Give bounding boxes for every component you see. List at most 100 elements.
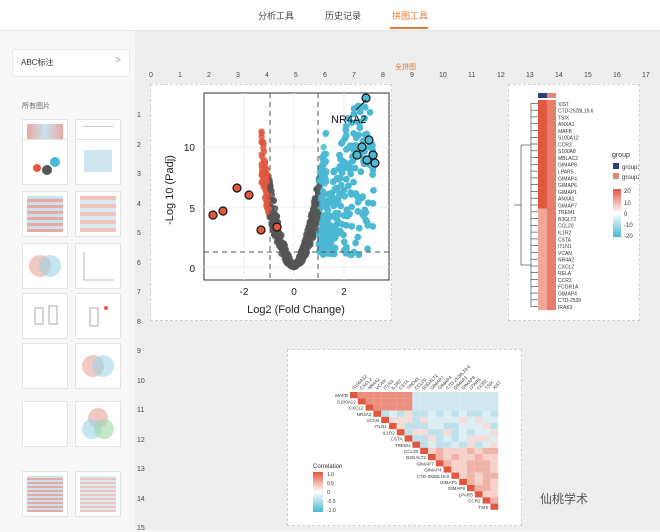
volcano-point (317, 167, 324, 174)
corr-cell (443, 404, 452, 411)
thumbnail-volcano[interactable] (22, 139, 68, 185)
corr-cell (490, 503, 499, 510)
corr-row-label: CCR2 (468, 499, 481, 504)
tab-analysis-tools[interactable]: 分析工具 (258, 11, 295, 21)
thumbnail-heatmap-4[interactable] (22, 471, 68, 517)
volcano-point (313, 200, 320, 207)
corr-cell (404, 429, 413, 436)
legend-group2-swatch (613, 173, 619, 179)
correlation-panel[interactable]: S100A12 CXCL2 NR4A2 VCAN ITLN1 IL1R2 CSTA TREM1… (287, 349, 522, 526)
heatmap: XISTCTD-2528L19.6TSIXANXA1MAFBS100A12CCR… (514, 93, 641, 311)
heatmap-cell (538, 303, 547, 311)
volcano-point-up (343, 146, 350, 153)
thumbnail-heatmap-5[interactable] (75, 471, 121, 517)
legend-group1-swatch (613, 163, 619, 169)
corr-cell (428, 454, 436, 461)
heatmap-cell (547, 249, 556, 256)
corr-cell (474, 435, 483, 442)
volcano-point-up (329, 194, 336, 201)
corr-cell (474, 447, 483, 454)
heatmap-cell (538, 100, 547, 107)
volcano-point-up (355, 251, 363, 259)
heatmap-cell (538, 242, 547, 250)
corr-cell (381, 392, 389, 399)
corr-cell (428, 423, 436, 430)
corr-cell (365, 392, 374, 399)
ruler-top-tick: 16 (613, 72, 621, 79)
corr-cell (396, 423, 405, 430)
thumbnail-small[interactable] (22, 401, 68, 447)
ruler-top-tick: 0 (149, 72, 153, 79)
corr-cell (357, 392, 366, 399)
corr-cell (451, 435, 460, 442)
corr-cell (490, 447, 499, 454)
heatmap-gene-label: MAFB (558, 129, 573, 135)
volcano-point-up (354, 233, 362, 241)
thumbnail-heatmap-2[interactable] (22, 191, 68, 237)
corr-cell (412, 410, 421, 417)
corr-cell (420, 404, 428, 411)
corr-cell (420, 423, 428, 430)
y-tick-0: 0 (189, 264, 195, 275)
thumbnail-boxplot-1[interactable] (22, 293, 68, 339)
volcano-point-up (315, 240, 323, 248)
heatmap-cell (538, 140, 547, 148)
thumbnail-blank[interactable] (22, 343, 68, 389)
volcano-point-up (354, 102, 362, 110)
heatmap-cell (547, 174, 556, 182)
corr-cell (474, 485, 483, 492)
abc-label-dropdown[interactable]: ABC标注 > (12, 49, 130, 77)
ruler-left-tick: 7 (137, 289, 141, 296)
corr-cell (396, 410, 405, 417)
heatmap-cell (538, 174, 547, 182)
heatmap-cell (547, 289, 556, 297)
corr-cell (404, 416, 413, 423)
thumbnail-heatmap-3[interactable] (75, 191, 121, 237)
corr-row-label: VCAN (366, 418, 379, 423)
thumbnail-venn-3[interactable] (75, 401, 121, 447)
corr-cell (490, 454, 499, 461)
corr-cell (482, 416, 491, 423)
corr-row-label: IL1R2 (383, 430, 396, 435)
corr-cell (482, 423, 491, 430)
active-tab-underline (390, 27, 428, 29)
corr-cell (412, 404, 421, 411)
corr-cell (467, 410, 475, 417)
corr-cell (396, 398, 405, 405)
corr-cell (420, 435, 428, 442)
corr-cell (459, 392, 467, 399)
heatmap-panel[interactable]: XIST CTD-2528L19.6 TSIX ANXA1 MAFB S100A12 CCR… (508, 84, 641, 321)
corr-cell (396, 404, 405, 411)
corr-cell (451, 410, 460, 417)
heatmap-gene-label: CCL20 (558, 224, 574, 230)
heatmap-cell (547, 133, 556, 141)
corr-cell (420, 429, 428, 436)
corr-cell (373, 410, 382, 417)
corr-cell (482, 466, 491, 473)
tab-figure-assembly[interactable]: 拼图工具 (392, 11, 429, 21)
corr-cell (467, 392, 475, 399)
thumbnail-dotplot[interactable] (75, 243, 121, 289)
ruler-top-tick: 5 (294, 72, 298, 79)
heatmap-cell (538, 147, 547, 155)
volcano-point (308, 218, 315, 225)
thumbnail-venn-2[interactable] (75, 343, 121, 389)
volcano-point-up (354, 118, 361, 126)
thumbnail-boxplot-2[interactable] (75, 293, 121, 339)
corr-cell (428, 404, 436, 411)
volcano-point-up (337, 181, 345, 189)
volcano-plot-panel[interactable]: NR4A2 -2 0 2 0 5 10 Log2 (Fold Change) -… (150, 84, 392, 321)
corr-cell (412, 423, 421, 430)
legend-group1-label: group1 (622, 165, 639, 171)
legend-group2-label: group2 (622, 175, 639, 181)
corr-row-label: CCL20 (404, 449, 419, 454)
thumbnail-blue-scatter[interactable] (75, 139, 121, 185)
tab-history[interactable]: 历史记录 (325, 11, 362, 21)
corr-cell (467, 447, 475, 454)
volcano-point (318, 200, 325, 208)
corr-cell (428, 429, 436, 436)
heatmap-cell (547, 113, 556, 121)
corr-cell (443, 429, 452, 436)
highlighted-up-point (361, 93, 371, 103)
thumbnail-venn-1[interactable] (22, 243, 68, 289)
